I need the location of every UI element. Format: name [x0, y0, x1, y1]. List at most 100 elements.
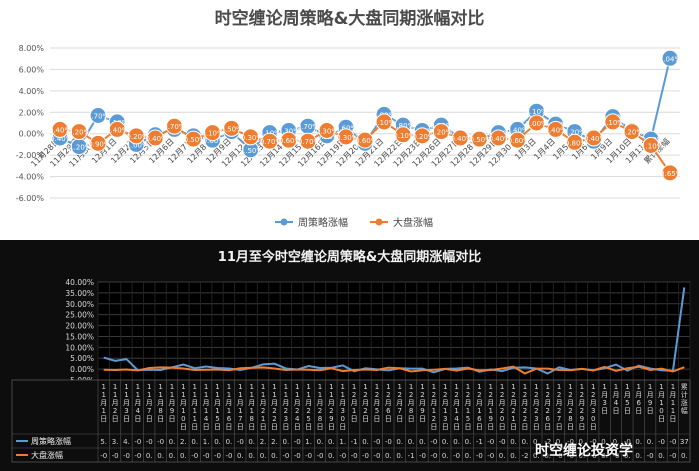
bottom-table-cell: -0 [647, 452, 654, 460]
bottom-chart-title: 11月至今时空缠论周策略&大盘同期涨幅对比 [217, 250, 482, 265]
top-legend-label-2: 大盘涨幅 [393, 216, 433, 229]
bottom-y-tick-label: 25.00% [65, 311, 94, 320]
bottom-table-cell: -0 [658, 438, 665, 446]
top-series-2-data-label: 1.10% [602, 119, 625, 127]
bottom-table-cell: -0 [112, 452, 119, 460]
top-series-2-data-label: -0.40% [448, 135, 473, 143]
top-series-1-data-label: 2.10% [525, 108, 548, 116]
top-series-2-data-label: 0.40% [49, 126, 72, 134]
top-chart: 8.00% 6.00% 4.00% 2.00% 0.00% -2.00% -4.00% -6.… [15, 44, 680, 229]
bottom-table-cell: -0 [590, 452, 597, 460]
bottom-table-cell: 0. [191, 438, 198, 446]
top-series-2-data-label: 0.40% [106, 126, 129, 134]
top-series-2-data-label: -0.40% [143, 135, 168, 143]
top-y-tick-label: 4.00% [19, 87, 45, 96]
bottom-table-cell: 1. [305, 438, 312, 446]
bottom-table-cell: 0. [283, 438, 290, 446]
bottom-table-cell: 0. [533, 438, 540, 446]
top-series-2-point [127, 127, 145, 145]
bottom-chart: 40.00% 35.00% 30.00% 25.00% 20.00%15.00% 10.0… [11, 278, 691, 463]
watermark-text: 时空缠论投资学 [535, 443, 633, 459]
top-series-2-data-label: -0.20% [124, 133, 149, 141]
top-series-2-data-label: 0.70% [163, 123, 186, 131]
bottom-table-cell: 0. [658, 452, 665, 460]
bottom-table-row-label-1: 周策略涨幅 [31, 436, 71, 446]
bottom-table-cell: 5. [100, 438, 107, 446]
bottom-table-cell: 0. [624, 452, 631, 460]
bottom-table-cell: 0. [408, 438, 415, 446]
top-series-2-point [146, 129, 164, 147]
top-series-1-data-label: 0.20% [564, 129, 587, 137]
top-series-2-point [528, 114, 546, 132]
bottom-table-cell: 0. [248, 438, 255, 446]
top-y-tick-label: -2.00% [16, 151, 45, 160]
bottom-table-cell: 0. [465, 438, 472, 446]
top-series-2-point [337, 128, 355, 146]
bottom-series-line-2 [103, 365, 685, 375]
bottom-table-cell: -0 [373, 452, 380, 460]
top-series-2-data-label: -0.40% [486, 135, 511, 143]
bottom-y-tick-label: 35.00% [65, 289, 94, 298]
top-series-1-point [661, 49, 679, 67]
top-series-2-data-label: 0.30% [316, 128, 339, 136]
bottom-y-tick-label: 40.00% [65, 278, 94, 287]
top-series-2-data-label: -0.80% [562, 139, 587, 147]
bottom-table-cell: 2. [271, 438, 278, 446]
top-series-2-point [184, 130, 202, 148]
bottom-table-cell: 0. [169, 452, 176, 460]
bottom-table-cell: -0 [294, 438, 301, 446]
bottom-y-tick-label: 30.00% [65, 300, 94, 309]
top-series-1-data-label: -0.60% [200, 137, 225, 145]
bottom-table-cell: -0 [556, 452, 563, 460]
bottom-table-cell: -0 [214, 452, 221, 460]
top-y-tick-label: 8.00% [19, 44, 45, 53]
bottom-table-cell: -0 [203, 452, 210, 460]
bottom-table-cell: -0 [487, 452, 494, 460]
bottom-table-cell: -0 [351, 452, 358, 460]
top-series-2-point [89, 134, 107, 152]
bottom-table-cell: 0. [647, 438, 654, 446]
bottom-table-cell: -0 [669, 452, 676, 460]
bottom-table-cell: 0. [544, 452, 551, 460]
bottom-table-cell: -0 [123, 452, 130, 460]
top-series-2-point [356, 131, 374, 149]
bottom-table-cell: 1. [339, 438, 346, 446]
top-chart-panel: 时空缠论周策略&大盘同期涨幅对比 8.00% 6.00% 4.00% 2.00% 0.0… [15, 9, 680, 229]
top-series-2-data-label: -0.60% [276, 137, 301, 145]
bottom-table-cell: 0. [362, 438, 369, 446]
top-series-2-data-label: -0.90% [86, 140, 111, 148]
bottom-table-cell: -0 [613, 452, 620, 460]
top-series-2-data-label: 0.20% [68, 129, 91, 137]
bottom-table-cell: -0 [157, 438, 164, 446]
top-series-2-data-label: -0.60% [353, 137, 378, 145]
top-legend-marker-1 [280, 218, 288, 226]
top-series-2-point [108, 120, 126, 138]
top-series-2-point [280, 131, 298, 149]
top-series-2-point [604, 113, 622, 131]
top-series-2-data-label: 0.20% [430, 129, 453, 137]
top-series-2-data-label: 0.10% [201, 130, 224, 138]
bottom-table-cell: 0. [522, 438, 529, 446]
bottom-y-tick-label: 15.00% [65, 332, 94, 341]
bottom-table-cell: -0 [100, 452, 107, 460]
bottom-table-cell: 1. [203, 438, 210, 446]
bottom-table-cell: -0 [669, 438, 676, 446]
top-series-1-data-label: -1.00% [124, 141, 149, 149]
top-series-2-point [451, 129, 469, 147]
